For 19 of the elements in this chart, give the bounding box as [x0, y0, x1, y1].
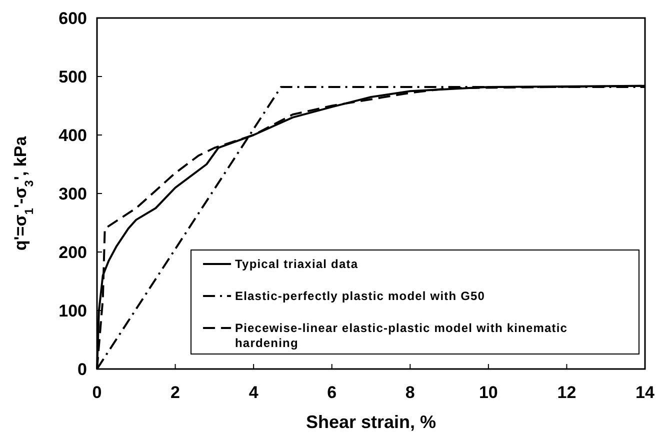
- x-tick-label: 10: [478, 383, 498, 402]
- legend-label: Elastic-perfectly plastic model with G50: [235, 289, 486, 303]
- x-tick-label: 14: [636, 383, 655, 402]
- x-tick-label: 6: [327, 383, 337, 402]
- y-tick-label: 200: [58, 243, 87, 262]
- x-tick-label: 0: [92, 383, 102, 402]
- legend-label: Piecewise-linear elastic-plastic model with kinematic hardening: [235, 321, 568, 350]
- y-tick-label: 0: [78, 360, 87, 379]
- x-axis-title: Shear strain, %: [306, 412, 436, 432]
- y-tick-label: 400: [58, 126, 87, 145]
- y-tick-label: 600: [58, 9, 87, 28]
- x-tick-label: 12: [557, 383, 576, 402]
- x-tick-label: 2: [170, 383, 180, 402]
- y-tick-label: 500: [58, 68, 87, 86]
- y-tick-label: 100: [58, 302, 87, 320]
- x-tick-label: 4: [248, 383, 259, 402]
- x-tick-label: 8: [405, 383, 415, 402]
- y-tick-label: 300: [58, 184, 87, 204]
- legend-label: Typical triaxial data: [235, 257, 358, 271]
